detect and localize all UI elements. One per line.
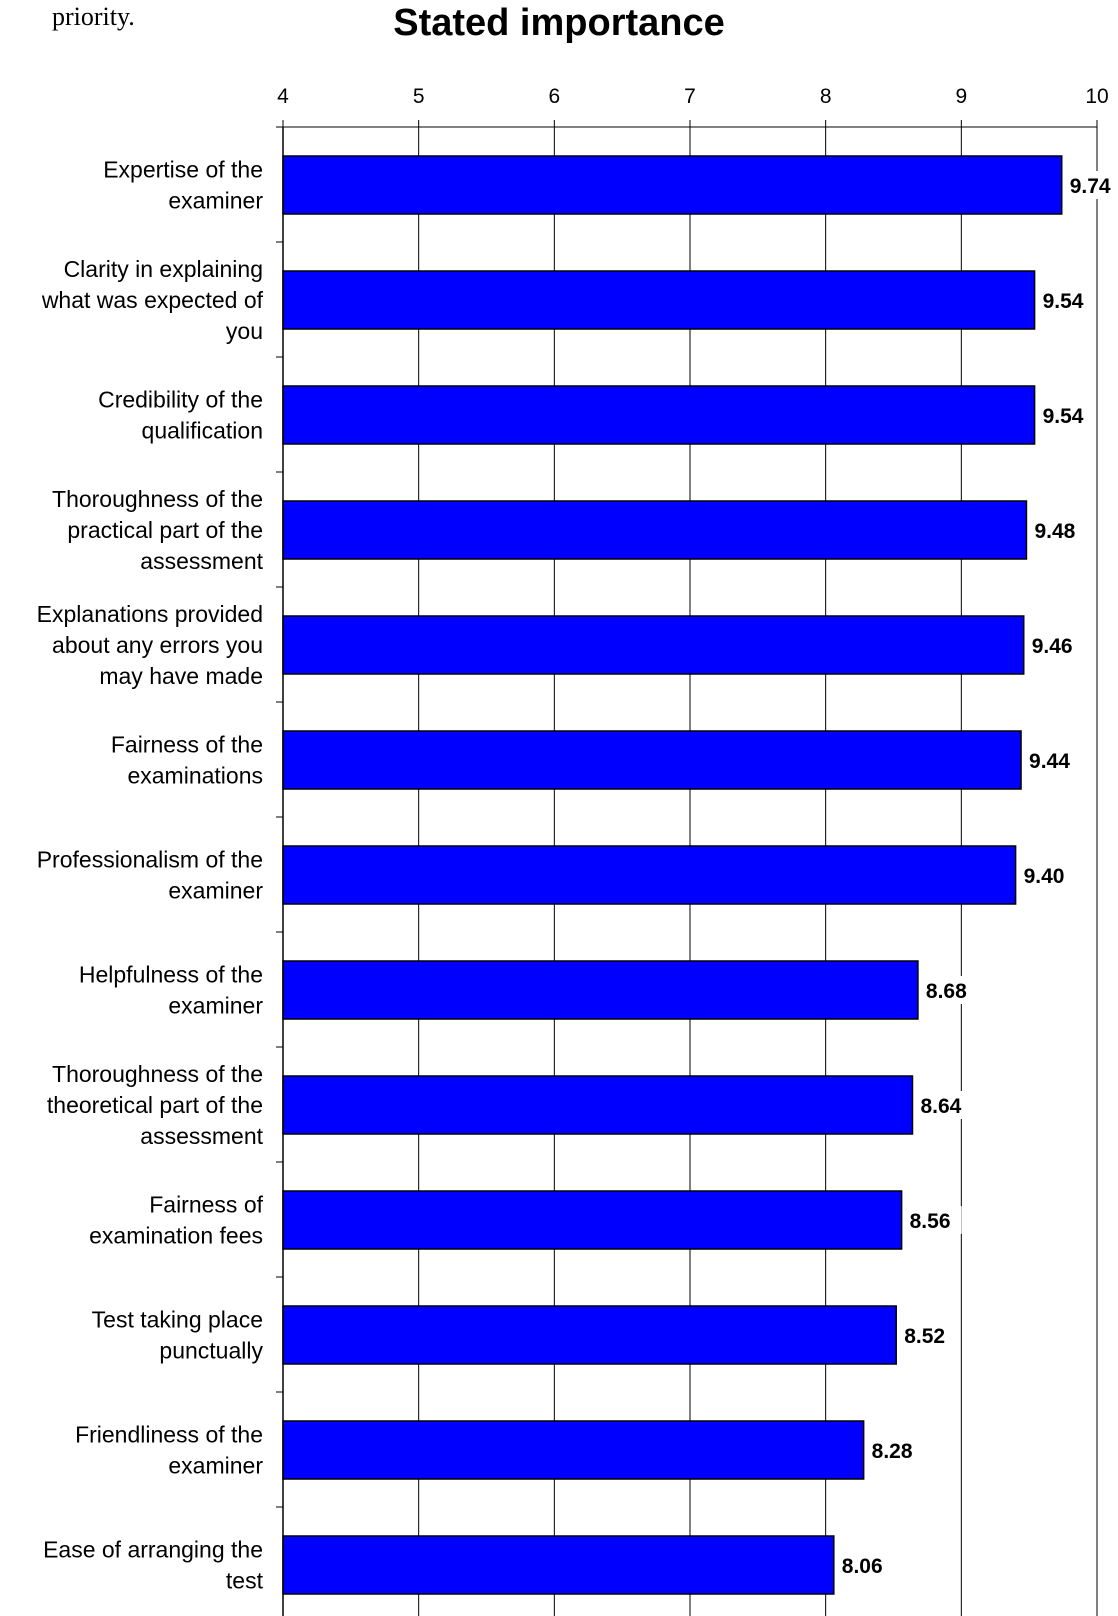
category-label: Test taking place punctually: [92, 1307, 264, 1364]
value-label-bg: [1067, 171, 1118, 199]
category-label-line: examination fees: [89, 1223, 263, 1249]
category-label-line: Thoroughness of the: [52, 1061, 263, 1087]
x-tick-label: 5: [413, 85, 425, 108]
category-label: Thoroughness of the theoretical part of t…: [47, 1061, 264, 1149]
bar: [282, 1420, 865, 1480]
value-label-bg: [1021, 861, 1076, 889]
bar: [282, 500, 1028, 560]
bar: [282, 155, 1063, 215]
category-label-line: examiner: [168, 1453, 263, 1479]
x-tick-label: 4: [277, 85, 289, 108]
category-label-line: test: [226, 1568, 264, 1594]
category-label-line: Credibility of the: [98, 387, 263, 413]
category-label-line: Friendliness of the: [75, 1422, 263, 1448]
bar: [282, 960, 919, 1020]
category-label-line: examiner: [168, 878, 263, 904]
x-tick-label: 8: [820, 85, 832, 108]
value-label-bg: [902, 1321, 957, 1349]
category-label-line: Clarity in explaining: [64, 256, 263, 282]
category-label: Fairness of the examinations: [111, 732, 263, 789]
x-tick-label: 7: [684, 85, 696, 108]
category-label-line: what was expected of: [41, 287, 264, 313]
category-label: Friendliness of the examiner: [75, 1422, 263, 1479]
category-label-line: assessment: [140, 1123, 263, 1149]
category-label-line: qualification: [142, 418, 263, 444]
bar: [282, 1305, 897, 1365]
bar: [282, 1535, 835, 1595]
value-label-bg: [1027, 746, 1082, 774]
category-label: Expertise of the examiner: [103, 157, 263, 214]
value-label-bg: [839, 1551, 894, 1579]
x-tick-label: 6: [548, 85, 560, 108]
value-label: 9.74: [1070, 175, 1111, 198]
category-label: Professionalism of the examiner: [37, 847, 264, 904]
value-label-bg: [907, 1206, 962, 1234]
x-tick-label: 10: [1085, 85, 1108, 108]
value-label-bg: [1032, 516, 1087, 544]
category-label-line: punctually: [159, 1338, 263, 1364]
bar: [282, 1075, 914, 1135]
category-label-line: Explanations provided: [37, 601, 263, 627]
value-label-bg: [869, 1436, 924, 1464]
category-label-line: Fairness of: [149, 1192, 263, 1218]
category-label: Fairness of examination fees: [89, 1192, 263, 1249]
category-label-line: practical part of the: [67, 517, 263, 543]
bar: [282, 730, 1022, 790]
value-label: 9.46: [1032, 635, 1073, 658]
bar: [282, 385, 1036, 445]
category-label: Helpfulness of the examiner: [79, 962, 263, 1019]
bar: [282, 845, 1017, 905]
value-label: 9.54: [1043, 405, 1084, 428]
value-label: 8.56: [910, 1210, 951, 1233]
category-label: Clarity in explaining what was expected o…: [41, 256, 264, 344]
value-label-bg: [1029, 631, 1084, 659]
x-tick-label: 9: [955, 85, 967, 108]
value-label: 8.64: [920, 1095, 961, 1118]
category-label-line: you: [226, 318, 263, 344]
category-label-line: Test taking place: [92, 1307, 263, 1333]
category-label-line: Ease of arranging the: [43, 1537, 263, 1563]
category-label-line: about any errors you: [52, 632, 263, 658]
value-label: 8.52: [904, 1325, 945, 1348]
value-label-bg: [1040, 286, 1095, 314]
category-label: Ease of arranging the test: [43, 1537, 264, 1594]
category-label-line: examiner: [168, 188, 263, 214]
category-label: Thoroughness of the practical part of the…: [52, 486, 264, 574]
category-label-line: examiner: [168, 993, 263, 1019]
category-label: Credibility of the qualification: [98, 387, 263, 444]
top-text: priority.: [52, 2, 135, 31]
value-label: 8.06: [842, 1555, 883, 1578]
category-label-line: examinations: [127, 763, 263, 789]
category-label: Explanations provided about any errors yo…: [37, 601, 263, 689]
bar: [282, 615, 1025, 675]
category-label-line: assessment: [140, 548, 263, 574]
category-label-line: theoretical part of the: [47, 1092, 263, 1118]
value-label: 8.28: [872, 1440, 913, 1463]
value-label-bg: [1040, 401, 1095, 429]
category-label-line: Fairness of the: [111, 732, 263, 758]
category-label-line: Professionalism of the: [37, 847, 263, 873]
value-label: 9.48: [1034, 520, 1075, 543]
category-label-line: Thoroughness of the: [52, 486, 263, 512]
category-label-line: Expertise of the: [103, 157, 263, 183]
value-label: 9.44: [1029, 750, 1070, 773]
chart-title: Stated importance: [393, 2, 725, 44]
value-label-bg: [918, 1091, 973, 1119]
category-label-line: Helpfulness of the: [79, 962, 263, 988]
value-label: 9.40: [1024, 865, 1065, 888]
bar: [282, 270, 1036, 330]
bar: [282, 1190, 903, 1250]
value-label-bg: [923, 976, 978, 1004]
value-label: 8.68: [926, 980, 967, 1003]
value-label: 9.54: [1043, 290, 1084, 313]
category-label-line: may have made: [99, 663, 263, 689]
